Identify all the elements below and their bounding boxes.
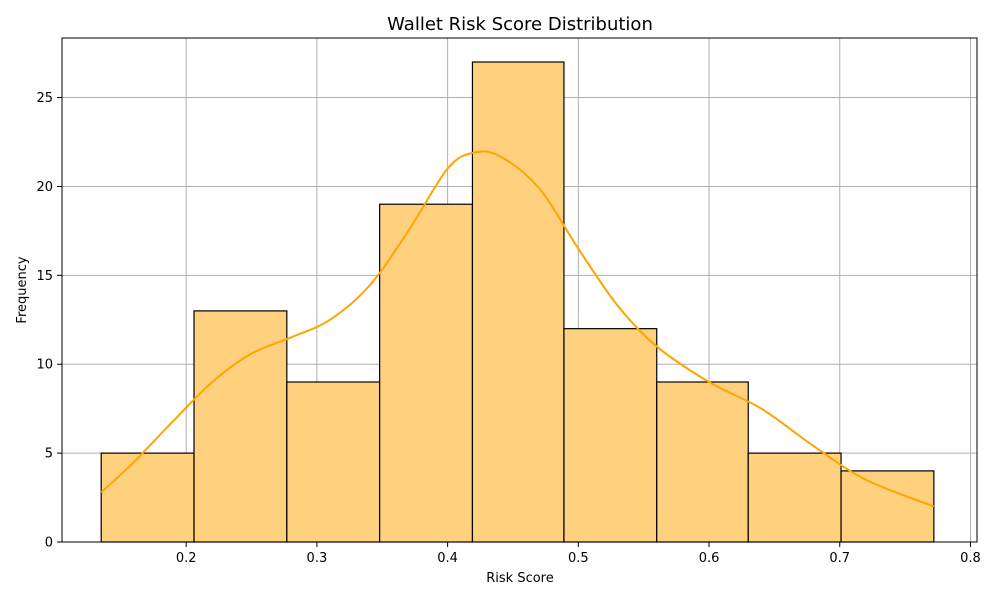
histogram-bar [747,452,842,543]
x-tick-label: 0.3 [307,551,328,566]
histogram-bar [656,381,749,543]
kde-line [100,150,935,508]
y-tick-label: 20 [36,180,53,195]
y-axis-label: Frequency [15,256,30,323]
y-tick-label: 25 [36,91,53,106]
histogram-bar [379,203,474,543]
y-tick-label: 10 [36,358,53,373]
y-tick-label: 15 [36,269,53,284]
x-tick-label: 0.8 [960,551,981,566]
y-tick-label: 5 [45,447,53,462]
x-tick-label: 0.4 [437,551,458,566]
x-axis-label: Risk Score [486,571,554,586]
histogram-bar [100,452,195,543]
x-tick-label: 0.2 [176,551,197,566]
x-axis-ticks: 0.2 0.3 0.4 0.5 0.6 0.7 0.8 [176,542,981,566]
histogram-bar [471,61,565,543]
x-tick-label: 0.7 [829,551,850,566]
plot-frame [61,37,978,543]
y-axis-ticks: 0 5 10 15 20 25 [36,91,62,551]
kde-layer [100,150,935,508]
x-tick-label: 0.5 [568,551,589,566]
histogram-bar [840,470,935,543]
histogram-bar [563,328,658,543]
x-tick-label: 0.6 [699,551,720,566]
bar-layer [100,61,935,543]
histogram-bar [193,310,288,543]
y-tick-label: 0 [45,536,53,551]
histogram-bar [286,381,381,543]
chart-title: Wallet Risk Score Distribution [387,14,653,35]
